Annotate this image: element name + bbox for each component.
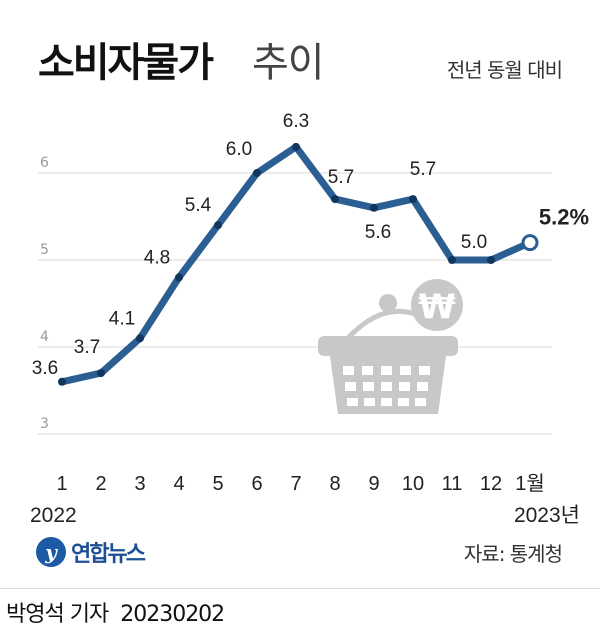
data-label-7: 5.7 [328, 167, 354, 188]
y-tick-label-5: 5 [40, 242, 49, 258]
data-point-8 [370, 203, 378, 212]
x-tick-label-3: 4 [173, 473, 184, 495]
data-label-5: 6.0 [226, 139, 252, 160]
line-chart: 3 4 5 6 ₩ 3.6 3.7 4.1 4.8 5.4 6.0 6.3 5.7 5.6 5.7 5.0… [30, 111, 589, 527]
data-point-3 [175, 273, 183, 282]
data-point-6 [292, 142, 300, 151]
data-label-12: 5.2% [539, 205, 589, 230]
data-point-12 [521, 234, 539, 252]
year-label-0: 2022 [30, 504, 77, 527]
x-tick-label-12: 1월 [515, 472, 545, 495]
data-point-11 [487, 256, 495, 264]
y-tick-label-3: 3 [40, 416, 49, 432]
data-point-9 [409, 195, 417, 204]
chart-subtitle: 전년 동월 대비 [446, 58, 563, 82]
data-points [58, 142, 539, 386]
y-tick-label-6: 6 [40, 155, 49, 171]
data-point-1 [97, 369, 105, 378]
data-point-0 [58, 377, 66, 386]
logo-mark-icon: y [36, 537, 66, 567]
reporter-name: 박영석 기자 [6, 602, 109, 627]
shopping-basket-icon: ₩ [318, 279, 463, 414]
x-tick-label-11: 12 [480, 473, 502, 495]
byline: 박영석 기자 20230202 [6, 596, 225, 628]
data-label-9: 5.7 [410, 159, 436, 180]
data-label-3: 4.8 [144, 247, 170, 268]
logo-text: 연합뉴스 [71, 542, 146, 567]
chart-title-suffix: 추이 [252, 40, 325, 86]
data-labels: 3.6 3.7 4.1 4.8 5.4 6.0 6.3 5.7 5.6 5.7 5.0 5.2% [32, 111, 589, 379]
won-symbol: ₩ [418, 287, 456, 327]
data-label-8: 5.6 [365, 222, 391, 243]
data-label-6: 6.3 [283, 111, 309, 132]
yonhap-logo: y 연합뉴스 [36, 536, 146, 568]
x-tick-label-8: 9 [368, 473, 379, 495]
data-label-10: 5.0 [461, 232, 487, 253]
x-tick-label-7: 8 [329, 473, 340, 495]
year-label-12: 2023년 [514, 504, 580, 527]
data-point-7 [331, 195, 339, 204]
data-source: 자료: 통계청 [463, 542, 563, 566]
data-point-5 [253, 169, 261, 177]
data-label-2: 4.1 [109, 308, 135, 329]
x-tick-label-10: 11 [442, 473, 463, 495]
data-point-2 [136, 334, 144, 343]
x-tick-label-4: 5 [212, 473, 223, 495]
data-label-1: 3.7 [74, 337, 100, 358]
grid-lines: 3 4 5 6 [38, 155, 552, 435]
data-label-0: 3.6 [32, 358, 58, 379]
chart-title: 소비자물가 [38, 40, 214, 86]
x-tick-label-6: 7 [290, 473, 301, 495]
footer-bar [0, 588, 600, 642]
data-label-4: 5.4 [185, 195, 212, 216]
data-point-10 [448, 256, 456, 264]
x-tick-label-1: 2 [95, 473, 106, 495]
x-tick-label-0: 1 [56, 473, 67, 495]
x-tick-label-5: 6 [251, 473, 262, 495]
x-tick-label-9: 10 [402, 473, 424, 495]
data-point-4 [214, 221, 222, 230]
x-tick-label-2: 3 [134, 473, 145, 495]
y-tick-label-4: 4 [40, 329, 49, 345]
publish-date: 20230202 [120, 602, 225, 627]
